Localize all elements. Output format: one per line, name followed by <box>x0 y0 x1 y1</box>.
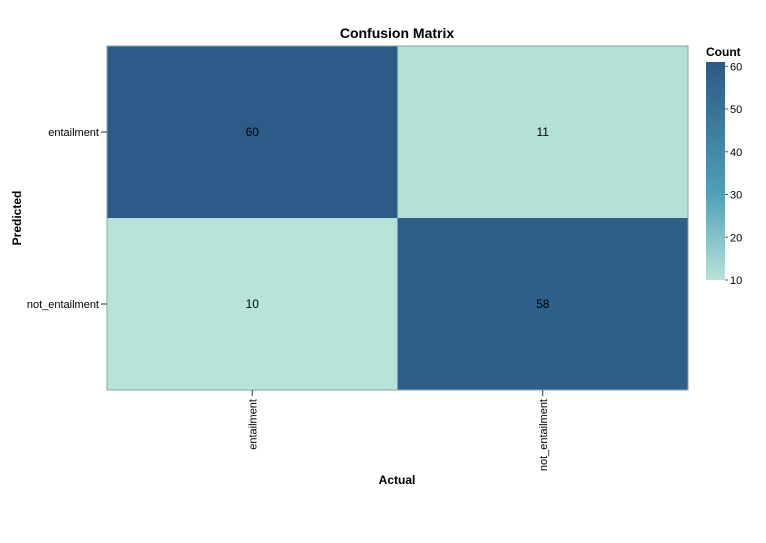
heatmap-cell <box>397 218 688 390</box>
heatmap-cells <box>107 46 688 390</box>
chart-title: Confusion Matrix <box>340 25 455 41</box>
heatmap-cell <box>397 46 688 218</box>
legend-tick-label: 10 <box>730 275 742 287</box>
heatmap-cell-labels: 60 11 10 58 <box>246 125 550 311</box>
legend-tick-label: 60 <box>730 61 742 73</box>
x-axis-title: Actual <box>379 473 416 487</box>
y-tick-label: not_entailment <box>27 299 99 311</box>
legend-tick-label: 20 <box>730 232 742 244</box>
legend-tick-label: 50 <box>730 104 742 116</box>
legend-title: Count <box>706 45 741 59</box>
cell-value-label: 10 <box>246 297 260 311</box>
heatmap-cell <box>107 218 398 390</box>
legend-color-bar <box>706 62 725 280</box>
y-axis-title: Predicted <box>10 191 24 246</box>
cell-value-label: 58 <box>536 297 550 311</box>
cell-value-label: 60 <box>246 125 260 139</box>
y-tick-label: entailment <box>48 127 99 139</box>
cell-value-label: 11 <box>537 125 550 139</box>
heatmap-cell <box>107 46 398 218</box>
legend-tick-label: 40 <box>730 147 742 159</box>
x-tick-label: not_entailment <box>538 399 550 471</box>
legend-ticks: 60 50 40 30 20 10 <box>725 61 742 287</box>
legend-tick-label: 30 <box>730 190 742 202</box>
x-tick-label: entailment <box>247 399 259 450</box>
y-axis: entailment not_entailment <box>27 127 107 311</box>
plot-frame <box>106 45 689 391</box>
x-axis: entailment not_entailment <box>247 390 550 471</box>
color-legend: Count 60 50 40 30 20 10 <box>706 45 742 287</box>
